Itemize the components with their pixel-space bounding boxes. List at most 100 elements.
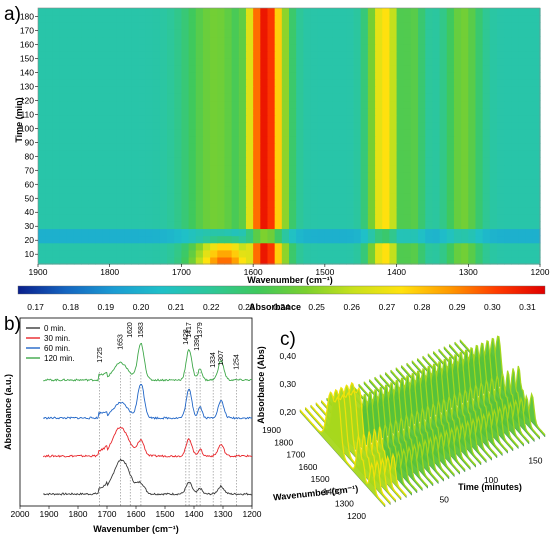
heatmap-cell xyxy=(210,171,218,180)
heatmap-cell xyxy=(181,242,190,251)
heatmap-cell xyxy=(116,214,125,222)
heatmap-cell xyxy=(482,36,491,45)
heatmap-cell xyxy=(346,178,355,187)
heatmap-cell xyxy=(238,114,247,123)
heatmap-cell xyxy=(403,57,412,66)
heatmap-cell xyxy=(310,29,319,38)
heatmap-cell xyxy=(73,29,82,38)
heatmap-cell xyxy=(52,128,61,137)
heatmap-cell xyxy=(332,150,340,158)
heatmap-cell xyxy=(245,221,254,230)
heatmap-cell xyxy=(188,29,197,38)
heatmap-cell xyxy=(217,171,226,180)
heatmap-cell xyxy=(382,57,390,66)
heatmap-cell xyxy=(468,164,477,173)
heatmap-cell xyxy=(446,185,455,194)
heatmap-cell xyxy=(124,79,132,87)
heatmap-cell xyxy=(145,164,154,173)
heatmap-cell xyxy=(245,86,254,94)
heatmap-cell xyxy=(475,114,484,123)
heatmap-cell xyxy=(73,207,82,215)
heatmap-cell xyxy=(159,100,168,109)
heatmap-cell xyxy=(389,36,398,45)
heatmap-cell xyxy=(396,171,405,180)
heatmap-cell xyxy=(73,8,82,16)
heatmap-cell xyxy=(310,200,319,208)
heatmap-cell xyxy=(332,157,340,166)
heatmap-cell xyxy=(59,214,68,222)
heatmap-cell xyxy=(202,164,211,173)
heatmap-cell xyxy=(45,29,53,38)
waterfall-x-tick-label: 1600 xyxy=(299,462,318,472)
heatmap-cell xyxy=(174,171,183,180)
heatmap-cell xyxy=(88,114,96,123)
heatmap-cell xyxy=(403,235,412,244)
heatmap-cell xyxy=(396,22,405,30)
spectra-x-ticks: 2000 1900 1800 1700 1600 1500 1400 1300 1200 xyxy=(11,506,262,519)
heatmap-cell xyxy=(367,214,376,222)
heatmap-cell xyxy=(131,79,139,87)
heatmap-cell xyxy=(59,22,68,30)
heatmap-cell xyxy=(324,128,333,137)
heatmap-cell xyxy=(310,143,319,151)
heatmap-cell xyxy=(289,50,297,59)
heatmap-cell xyxy=(52,235,61,244)
heatmap-cell xyxy=(81,164,89,173)
heatmap-cell xyxy=(52,72,61,80)
heatmap-cell xyxy=(167,235,175,244)
heatmap-cell xyxy=(274,57,283,66)
heatmap-cell xyxy=(131,171,139,180)
heatmap-cell xyxy=(346,228,355,237)
heatmap-cell xyxy=(317,43,326,52)
heatmap-cell xyxy=(489,57,498,66)
heatmap-cell xyxy=(324,79,333,87)
heatmap-cell xyxy=(174,249,183,258)
heatmap-cell xyxy=(396,157,405,166)
heatmap-cell xyxy=(296,157,304,166)
heatmap-cell xyxy=(124,143,132,151)
heatmap-cell xyxy=(66,36,75,45)
heatmap-cell xyxy=(339,192,347,201)
heatmap-cell xyxy=(403,150,412,158)
heatmap-cell xyxy=(181,157,190,166)
heatmap-cell xyxy=(267,79,276,87)
heatmap-cell xyxy=(245,128,254,137)
legend-label: 60 min. xyxy=(44,344,70,353)
heatmap-cell xyxy=(102,221,111,230)
heatmap-cell xyxy=(518,29,527,38)
heatmap-cell xyxy=(432,242,441,251)
heatmap-cell xyxy=(174,86,183,94)
heatmap-cell xyxy=(102,200,111,208)
heatmap-cell xyxy=(188,157,197,166)
heatmap-cell xyxy=(253,86,261,94)
heatmap-cell xyxy=(418,221,426,230)
heatmap-cell xyxy=(274,171,283,180)
heatmap-cell xyxy=(432,256,441,265)
heatmap-cell xyxy=(489,8,498,16)
heatmap-cell xyxy=(324,178,333,187)
heatmap-cell xyxy=(167,192,175,201)
heatmap-cell xyxy=(224,214,233,222)
heatmap-cell xyxy=(95,107,104,116)
heatmap-cell xyxy=(109,72,118,80)
heatmap-cell xyxy=(59,221,68,230)
heatmap-cell xyxy=(353,86,362,94)
heatmap-cell xyxy=(59,57,68,66)
heatmap-cell xyxy=(260,93,269,102)
heatmap-cell xyxy=(138,143,147,151)
heatmap-cell xyxy=(174,64,183,73)
heatmap-cell xyxy=(281,64,290,73)
heatmap-cell xyxy=(353,107,362,116)
heatmap-cell xyxy=(124,86,132,94)
heatmap-cell xyxy=(253,249,261,258)
heatmap-cell xyxy=(418,228,426,237)
heatmap-cell xyxy=(525,228,534,237)
heatmap-cell xyxy=(396,43,405,52)
heatmap-cell xyxy=(159,185,168,194)
heatmap-cell xyxy=(260,64,269,73)
heatmap-cell xyxy=(525,107,534,116)
heatmap-cell xyxy=(188,50,197,59)
heatmap-cell xyxy=(38,136,46,144)
heatmap-cell xyxy=(346,8,355,16)
heatmap-cell xyxy=(389,185,398,194)
